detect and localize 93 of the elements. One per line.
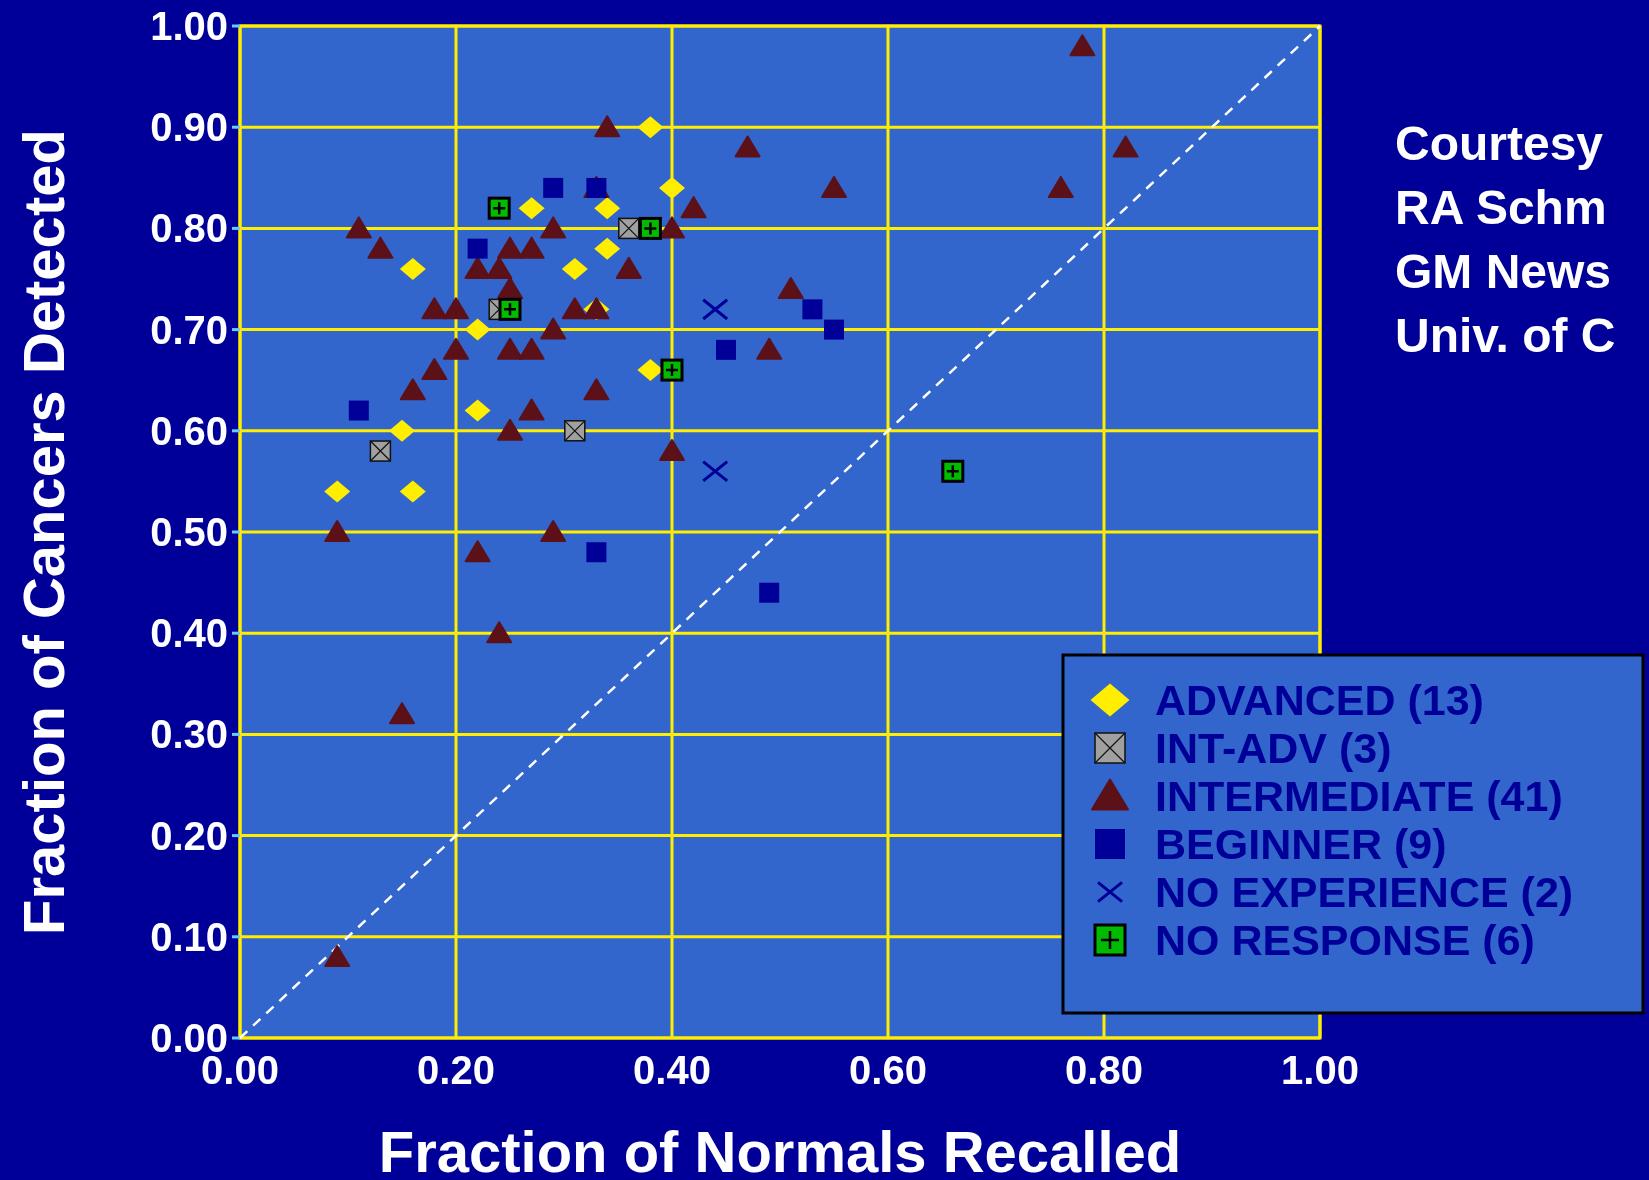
point [518, 398, 545, 421]
x-tick-label: 0.80 [1065, 1048, 1143, 1092]
point [486, 621, 513, 644]
point [421, 297, 448, 320]
point [324, 480, 351, 503]
legend-label: INTERMEDIATE (41) [1155, 772, 1563, 821]
point [324, 945, 351, 968]
point [421, 358, 448, 381]
y-tick-label: 1.00 [150, 4, 228, 48]
point [594, 237, 621, 260]
x-axis-title: Fraction of Normals Recalled [378, 1119, 1182, 1180]
point [497, 418, 523, 441]
legend-label: ADVANCED (13) [1155, 676, 1484, 725]
point [637, 359, 664, 382]
point [802, 299, 823, 320]
point [367, 236, 394, 259]
legend-label: BEGINNER (9) [1155, 820, 1447, 869]
point [1069, 34, 1096, 57]
point [821, 175, 847, 198]
point [759, 582, 780, 603]
y-axis-title: Fraction of Cancers Detected [11, 129, 76, 935]
y-tick-label: 0.90 [150, 105, 228, 150]
point [399, 257, 426, 280]
point [777, 277, 804, 300]
point [756, 337, 783, 360]
point [464, 256, 491, 279]
point [583, 378, 610, 401]
point [941, 459, 965, 483]
point [518, 337, 545, 360]
y-tick-label: 0.60 [150, 408, 228, 453]
point [324, 520, 351, 542]
text: RA Schm [1395, 181, 1607, 234]
point [540, 317, 567, 340]
point [543, 177, 564, 198]
y-tick-label: 0.40 [150, 611, 228, 656]
point [594, 197, 621, 220]
point [586, 542, 607, 563]
legend-label: NO RESPONSE (6) [1155, 916, 1535, 965]
y-tick-label: 0.30 [150, 712, 228, 757]
point [497, 337, 523, 360]
point [497, 277, 523, 300]
point [389, 419, 415, 442]
point [467, 238, 488, 259]
point [518, 236, 545, 259]
point [638, 216, 662, 240]
legend-label: INT-ADV (3) [1155, 724, 1392, 773]
legend-label: NO EXPERIENCE (2) [1155, 868, 1574, 917]
point [389, 702, 415, 725]
y-tick-label: 0.10 [150, 914, 228, 959]
y-tick-label: 0.70 [150, 307, 228, 352]
point [660, 358, 684, 382]
y-tick-label: 0.20 [150, 813, 228, 858]
point [464, 318, 491, 341]
point [659, 216, 685, 239]
point [734, 135, 761, 158]
point [1112, 135, 1139, 158]
x-tick-label: 1.00 [1281, 1048, 1359, 1092]
point [464, 540, 491, 563]
point [345, 216, 372, 239]
y-tick-label: 0.80 [150, 206, 228, 251]
point [464, 399, 491, 422]
y-tick-label: 0.50 [150, 510, 228, 554]
point [701, 460, 729, 483]
point [615, 256, 642, 279]
point [561, 297, 588, 320]
text: GM News [1395, 245, 1612, 298]
point [594, 115, 621, 138]
point [540, 520, 567, 542]
point [443, 297, 469, 320]
point [1047, 175, 1074, 198]
text: Univ. of C [1395, 309, 1616, 362]
point [637, 116, 664, 139]
x-tick-label: 0.60 [849, 1048, 927, 1092]
point [659, 439, 685, 462]
point [348, 400, 369, 421]
x-tick-label: 0.20 [417, 1048, 495, 1092]
point [701, 298, 729, 321]
point [716, 339, 736, 360]
point [399, 480, 426, 503]
point [498, 297, 522, 321]
point [824, 319, 844, 340]
point [487, 196, 511, 220]
point [497, 236, 523, 259]
point [659, 176, 685, 199]
point [540, 216, 567, 239]
point [561, 257, 588, 280]
point [680, 196, 707, 219]
point [443, 337, 469, 360]
x-tick-label: 0.40 [633, 1048, 711, 1092]
point [518, 197, 545, 220]
point [399, 378, 426, 401]
text: Courtesy [1395, 117, 1604, 170]
point [486, 256, 513, 279]
